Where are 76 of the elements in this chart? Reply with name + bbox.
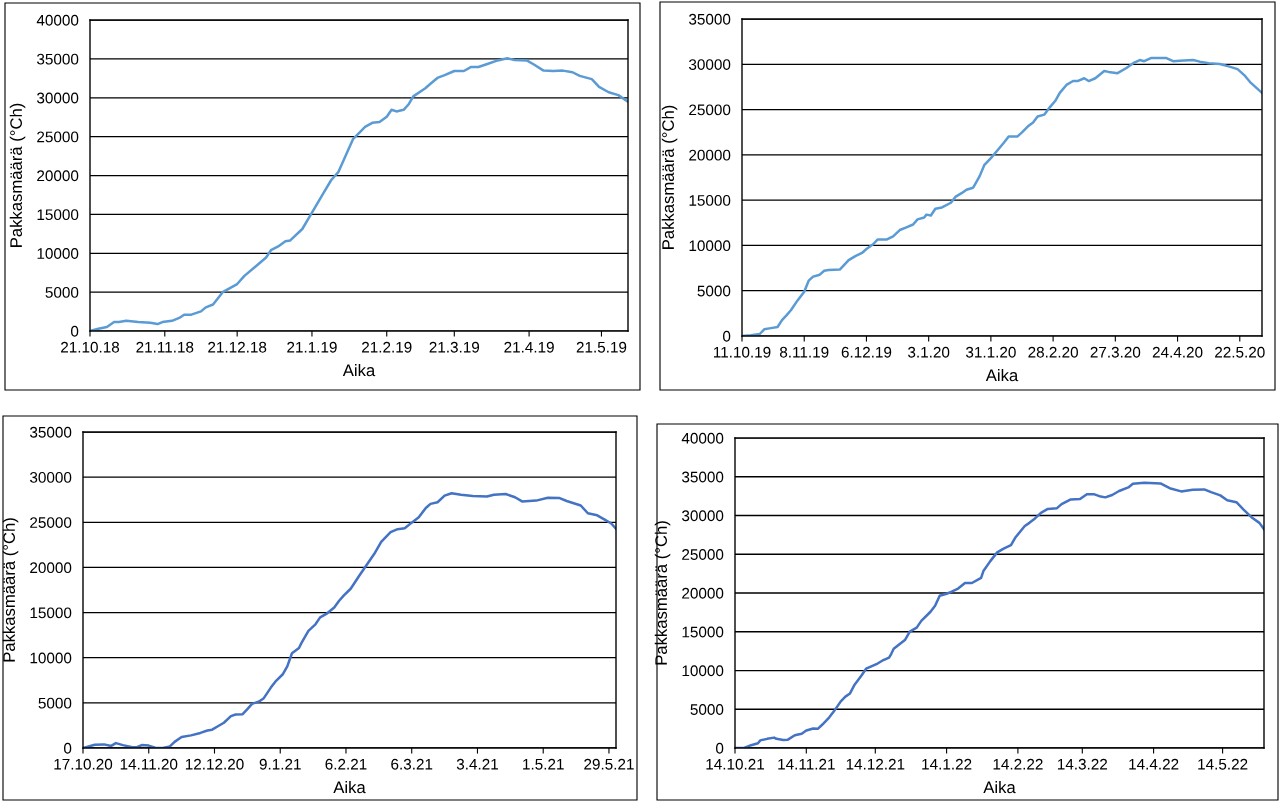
y-tick-label: 15000 bbox=[689, 195, 731, 206]
x-axis-title: Aika bbox=[985, 368, 1019, 382]
x-tick-label: 14.12.21 bbox=[846, 758, 905, 770]
y-tick-label: 0 bbox=[722, 330, 731, 342]
x-tick-label: 21.3.19 bbox=[429, 341, 480, 353]
x-tick-label: 3.1.20 bbox=[908, 346, 950, 358]
x-tick-label: 3.4.21 bbox=[456, 758, 498, 770]
y-tick-label: 10000 bbox=[682, 665, 724, 677]
y-tick-label: 20000 bbox=[37, 170, 79, 182]
x-tick-label: 28.2.20 bbox=[1028, 346, 1078, 358]
x-tick-label: 14.3.22 bbox=[1057, 758, 1108, 770]
x-tick-label: 29.5.21 bbox=[584, 758, 634, 770]
y-tick-label: 40000 bbox=[36, 14, 79, 26]
x-tick-label: 14.1.22 bbox=[922, 758, 972, 770]
y-tick-label: 25000 bbox=[682, 549, 724, 560]
x-tick-label: 17.10.20 bbox=[54, 758, 113, 770]
x-tick-label: 21.2.19 bbox=[362, 341, 412, 353]
x-axis-title: Aika bbox=[983, 780, 1016, 794]
y-tick-label: 5000 bbox=[690, 704, 724, 715]
y-tick-label: 20000 bbox=[682, 587, 724, 599]
x-tick-label: 1.5.21 bbox=[523, 758, 564, 770]
x-tick-label: 31.1.20 bbox=[965, 346, 1016, 358]
x-tick-label: 21.11.18 bbox=[136, 341, 194, 353]
x-tick-label: 8.11.19 bbox=[779, 346, 829, 358]
x-tick-label: 21.5.19 bbox=[576, 341, 627, 353]
y-tick-label: 5000 bbox=[45, 286, 79, 298]
y-tick-label: 0 bbox=[63, 742, 72, 754]
x-axis-title: Aika bbox=[333, 780, 366, 794]
x-tick-label: 6.12.19 bbox=[841, 346, 892, 358]
x-tick-label: 14.11.20 bbox=[120, 758, 178, 770]
x-tick-label: 14.5.22 bbox=[1198, 758, 1248, 770]
x-tick-label: 14.2.22 bbox=[993, 758, 1043, 770]
y-tick-label: 15000 bbox=[30, 607, 72, 619]
y-tick-label: 5000 bbox=[697, 285, 731, 297]
y-tick-label: 30000 bbox=[29, 472, 72, 483]
x-tick-label: 21.10.18 bbox=[61, 341, 120, 353]
x-tick-label: 14.4.22 bbox=[1129, 758, 1179, 770]
y-tick-label: 35000 bbox=[681, 471, 724, 483]
y-tick-label: 0 bbox=[70, 325, 79, 337]
y-tick-label: 35000 bbox=[29, 426, 72, 438]
x-axis-title: Aika bbox=[342, 363, 376, 377]
x-tick-label: 6.3.21 bbox=[391, 758, 433, 770]
y-tick-label: 5000 bbox=[38, 697, 72, 709]
y-tick-label: 0 bbox=[715, 742, 724, 754]
x-tick-label: 27.3.20 bbox=[1090, 346, 1141, 358]
x-tick-label: 24.4.20 bbox=[1152, 346, 1203, 358]
y-axis-title: Pakkasmäärä (°Ch) bbox=[9, 103, 26, 247]
y-tick-label: 10000 bbox=[30, 652, 72, 664]
y-tick-label: 15000 bbox=[37, 209, 79, 221]
y-tick-label: 30000 bbox=[681, 510, 724, 522]
y-tick-label: 35000 bbox=[36, 53, 79, 65]
x-tick-label: 12.12.20 bbox=[185, 758, 244, 770]
x-tick-label: 14.10.21 bbox=[706, 758, 764, 770]
y-axis-title: Pakkasmäärä (°Ch) bbox=[2, 518, 19, 662]
y-tick-label: 15000 bbox=[682, 626, 724, 638]
y-tick-label: 35000 bbox=[688, 13, 731, 25]
y-axis-title: Pakkasmäärä (°Ch) bbox=[654, 521, 671, 665]
y-axis-title: Pakkasmäärä (°Ch) bbox=[661, 105, 678, 249]
y-tick-label: 20000 bbox=[689, 149, 731, 161]
x-tick-label: 21.4.19 bbox=[504, 341, 554, 353]
x-tick-label: 11.10.19 bbox=[714, 346, 771, 358]
y-tick-label: 20000 bbox=[30, 562, 72, 574]
y-tick-label: 30000 bbox=[36, 92, 79, 104]
y-tick-label: 25000 bbox=[689, 104, 731, 116]
x-tick-label: 21.12.18 bbox=[208, 341, 267, 353]
x-tick-label: 21.1.19 bbox=[287, 341, 337, 353]
y-tick-label: 30000 bbox=[688, 59, 731, 70]
y-tick-label: 10000 bbox=[689, 240, 731, 252]
x-tick-label: 6.2.21 bbox=[325, 758, 367, 770]
y-tick-label: 25000 bbox=[30, 517, 72, 528]
y-tick-label: 25000 bbox=[37, 131, 79, 143]
x-tick-label: 9.1.21 bbox=[259, 758, 301, 770]
x-tick-label: 14.11.21 bbox=[778, 758, 835, 770]
x-tick-label: 22.5.20 bbox=[1215, 346, 1265, 358]
y-tick-label: 10000 bbox=[37, 248, 79, 259]
y-tick-label: 40000 bbox=[681, 432, 724, 444]
